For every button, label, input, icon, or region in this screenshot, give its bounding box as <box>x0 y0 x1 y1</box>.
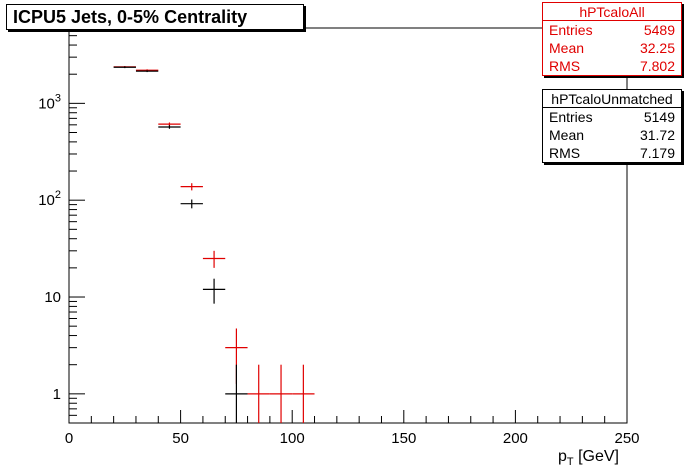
y-tick-label-exponent: 3 <box>55 92 61 104</box>
x-tick-label: 250 <box>614 430 639 447</box>
x-tick-label: 50 <box>172 430 189 447</box>
x-tick-label: 150 <box>391 430 416 447</box>
x-tick-label: 100 <box>280 430 305 447</box>
series-hPTcaloUnmatched <box>113 66 248 423</box>
x-axis-label-p: p <box>558 448 567 465</box>
y-tick-label: 10 <box>44 289 61 306</box>
stats-all-mean-row: Mean 32.25 <box>543 39 681 57</box>
stats-unmatched-entries-row: Entries 5149 <box>543 108 681 126</box>
y-tick-label: 1 <box>53 386 61 403</box>
x-tick-label: 200 <box>503 430 528 447</box>
y-tick-label-base: 10 <box>38 192 55 209</box>
stats-unmatched-name: hPTcaloUnmatched <box>543 90 681 108</box>
stats-box-unmatched: hPTcaloUnmatched Entries 5149 Mean 31.72… <box>542 89 682 163</box>
title-box: ICPU5 Jets, 0-5% Centrality <box>6 4 304 30</box>
stats-all-name: hPTcaloAll <box>543 3 681 21</box>
stats-all-entries-label: Entries <box>549 22 593 38</box>
stats-all-rms-label: RMS <box>549 58 581 74</box>
plot-frame <box>68 27 628 424</box>
stats-all-entries-row: Entries 5489 <box>543 21 681 39</box>
stats-all-rms-value: 7.802 <box>639 58 675 74</box>
y-tick-label-exponent: 2 <box>55 189 61 201</box>
x-axis-label-unit: [GeV] <box>574 448 619 465</box>
chart-title: ICPU5 Jets, 0-5% Centrality <box>13 7 248 27</box>
stats-all-entries-value: 5489 <box>643 22 675 38</box>
stats-box-all: hPTcaloAll Entries 5489 Mean 32.25 RMS 7… <box>542 2 682 76</box>
stats-unmatched-entries-value: 5149 <box>643 109 675 125</box>
x-axis-label: pT [GeV] <box>558 448 619 468</box>
stats-unmatched-entries-label: Entries <box>549 109 593 125</box>
stats-unmatched-mean-label: Mean <box>549 127 585 143</box>
stats-unmatched-rms-value: 7.179 <box>639 145 675 161</box>
x-axis-label-sub: T <box>567 456 574 468</box>
stats-unmatched-mean-row: Mean 31.72 <box>543 126 681 144</box>
x-tick-label: 0 <box>65 430 73 447</box>
stats-unmatched-mean-value: 31.72 <box>639 127 675 143</box>
stats-unmatched-rms-row: RMS 7.179 <box>543 144 681 162</box>
stats-all-rms-row: RMS 7.802 <box>543 57 681 75</box>
y-tick-label-base: 10 <box>38 95 55 112</box>
y-tick-label: 102 <box>38 189 61 209</box>
stats-unmatched-rms-label: RMS <box>549 145 581 161</box>
stats-all-mean-value: 32.25 <box>639 40 675 56</box>
y-tick-label: 103 <box>38 92 61 112</box>
stats-all-mean-label: Mean <box>549 40 585 56</box>
series-hPTcaloAll <box>113 66 315 423</box>
